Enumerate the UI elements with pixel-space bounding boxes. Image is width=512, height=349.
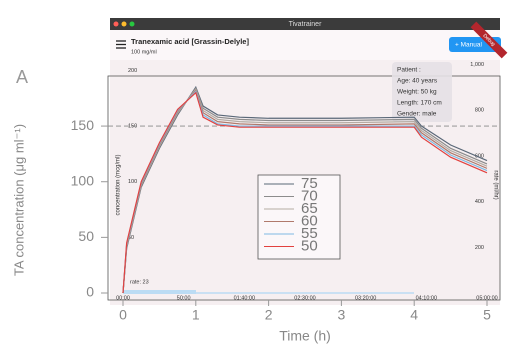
panel-label: A xyxy=(16,67,28,87)
rate-tick-label: 1,000 xyxy=(470,62,484,68)
rate-tick-label: 800 xyxy=(475,108,484,114)
x-tick-label: 2 xyxy=(265,307,273,323)
plot-frame xyxy=(107,75,501,301)
legend-label: 55 xyxy=(301,225,318,242)
rate-note: rate: 23 xyxy=(130,279,149,285)
close-button[interactable] xyxy=(113,21,119,27)
x-tick-label: 3 xyxy=(338,307,346,323)
y-tick-label: 0 xyxy=(86,284,94,300)
legend-label: 50 xyxy=(301,237,318,254)
conc-tick-label: 100 xyxy=(128,179,137,185)
x-tick-label: 0 xyxy=(119,307,127,323)
x-tick-label: 5 xyxy=(483,307,491,323)
patient-info: Gender: male xyxy=(397,111,437,118)
x-tick-label: 1 xyxy=(192,307,200,323)
app-window xyxy=(110,18,500,305)
y-tick-label: 50 xyxy=(78,228,94,244)
rate-tick-label: 600 xyxy=(475,153,484,159)
drug-name: Tranexamic acid [Grassin-Delyle] xyxy=(131,37,249,46)
conc-tick-label: 200 xyxy=(128,68,137,74)
time-tick-label: 02:30:00 xyxy=(294,295,315,301)
patient-info: Age: 40 years xyxy=(397,78,438,85)
series-line xyxy=(122,91,488,294)
time-tick-label: 04:10:00 xyxy=(416,295,437,301)
manual-button-label: + Manual xyxy=(455,42,482,49)
debug-ribbon xyxy=(470,21,508,59)
zoom-button[interactable] xyxy=(129,21,135,27)
patient-box xyxy=(392,62,452,122)
patient-info: Weight: 50 kg xyxy=(397,89,437,96)
title-bar xyxy=(110,18,500,30)
conc-tick-label: 150 xyxy=(128,124,137,130)
time-tick-label: 03:20:00 xyxy=(355,295,376,301)
time-tick-label: 50:00 xyxy=(177,295,191,301)
y-tick-label: 150 xyxy=(71,117,95,133)
legend-label: 65 xyxy=(301,200,318,217)
menu-icon[interactable] xyxy=(116,40,126,49)
app-header xyxy=(110,30,500,60)
rate-tick-label: 200 xyxy=(475,245,484,251)
legend-label: 70 xyxy=(301,187,318,204)
window-title: Tivatrainer xyxy=(289,21,322,28)
rate-tick-label: 400 xyxy=(475,199,484,205)
patient-info: Patient : xyxy=(397,67,421,74)
drug-concentration: 100 mg/ml xyxy=(131,49,157,55)
x-axis-title: Time (h) xyxy=(279,328,331,344)
time-tick-label: 00:00 xyxy=(116,295,130,301)
legend-label: 60 xyxy=(301,212,318,229)
conc-tick-label: 50 xyxy=(128,235,134,241)
conc-axis-label: concentration (mcg/ml) xyxy=(116,154,122,215)
minimize-button[interactable] xyxy=(121,21,127,27)
time-tick-label: 05:00:00 xyxy=(476,295,497,301)
time-tick-label: 01:40:00 xyxy=(234,295,255,301)
legend-label: 75 xyxy=(301,175,318,192)
x-tick-label: 4 xyxy=(410,307,418,323)
patient-info: Length: 170 cm xyxy=(397,100,442,107)
rate-axis-label: rate (ml/hr) xyxy=(492,170,498,199)
y-axis-title: TA concentration (μg ml⁻¹) xyxy=(11,124,26,276)
y-tick-label: 100 xyxy=(71,172,95,188)
legend-box xyxy=(257,174,341,260)
rate-bar xyxy=(123,290,196,294)
